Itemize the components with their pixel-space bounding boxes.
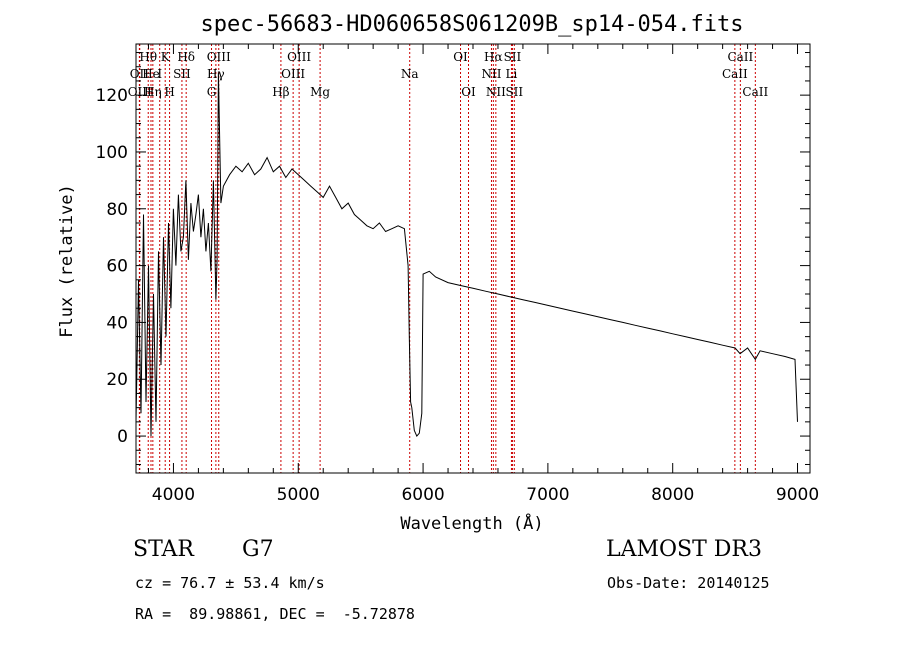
redshift-velocity: cz = 76.7 ± 53.4 km/s [135,574,325,592]
line-label: SII [505,85,523,99]
y-tick-label: 40 [106,313,128,333]
x-tick-label: 5000 [277,485,320,505]
line-label: Mg [310,85,330,99]
line-label: Hη [144,85,162,99]
line-label: He [142,67,160,81]
line-label: OI [461,85,476,99]
line-label: Hθ [139,50,157,64]
line-label: SII [173,67,191,81]
line-label: Hβ [272,85,289,99]
y-tick-label: 0 [117,427,128,447]
line-label: CaII [742,85,768,99]
chart-title: spec-56683-HD060658S061209B_sp14-054.fit… [200,12,743,37]
line-label: OIII [207,50,231,64]
line-label: OIII [281,67,305,81]
line-label: K [161,50,171,64]
y-axis-ticks: 0 20 40 60 80 100 120 [96,52,810,465]
y-tick-label: 60 [106,257,128,277]
line-label: I [157,67,162,81]
y-tick-label: 80 [106,200,128,220]
line-label: Hα [484,50,503,64]
line-label: NII [486,85,506,99]
line-label: SII [504,50,522,64]
object-type: STAR [133,537,194,562]
line-label: OIII [287,50,311,64]
line-label: Hγ [207,67,225,81]
line-label: Li [506,67,518,81]
spectrum-line [135,72,798,438]
x-tick-label: 4000 [152,485,195,505]
line-label: OI [453,50,468,64]
x-tick-label: 8000 [651,485,694,505]
x-axis-ticks: 4000 5000 6000 7000 8000 9000 [147,44,819,505]
survey-name: LAMOST DR3 [606,537,762,562]
line-label: H [164,85,174,99]
line-label: Na [401,67,419,81]
line-label: OII [130,67,150,81]
y-axis-label: Flux (relative) [57,184,77,338]
y-tick-label: 20 [106,370,128,390]
x-tick-label: 6000 [401,485,444,505]
x-tick-label: 7000 [526,485,569,505]
line-label: G [207,85,217,99]
spectral-subclass: G7 [242,537,274,562]
line-label: CaII [727,50,753,64]
line-label: NII [481,67,501,81]
line-label: CaII [722,67,748,81]
x-axis-label: Wavelength (Å) [400,512,543,534]
y-tick-label: 120 [96,86,128,106]
plot-frame [135,43,811,474]
line-markers [138,44,756,473]
coordinates: RA = 89.98861, DEC = -5.72878 [135,605,415,623]
line-label: Hδ [177,50,195,64]
y-tick-label: 100 [96,143,128,163]
x-tick-label: 9000 [776,485,819,505]
observation-date: Obs-Date: 20140125 [607,574,770,592]
